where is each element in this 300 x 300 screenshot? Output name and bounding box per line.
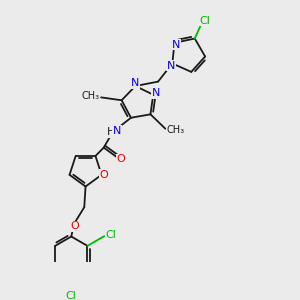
Text: Cl: Cl	[106, 230, 116, 240]
Text: N: N	[172, 40, 180, 50]
Text: Cl: Cl	[66, 291, 77, 300]
Text: CH₃: CH₃	[167, 125, 185, 135]
Text: Cl: Cl	[199, 16, 210, 26]
Text: N: N	[113, 126, 122, 136]
Text: H: H	[107, 127, 116, 137]
Text: O: O	[71, 221, 80, 231]
Text: N: N	[167, 61, 175, 70]
Text: O: O	[100, 170, 109, 180]
Text: N: N	[152, 88, 160, 98]
Text: CH₃: CH₃	[82, 91, 100, 101]
Text: N: N	[131, 78, 140, 88]
Text: O: O	[116, 154, 125, 164]
